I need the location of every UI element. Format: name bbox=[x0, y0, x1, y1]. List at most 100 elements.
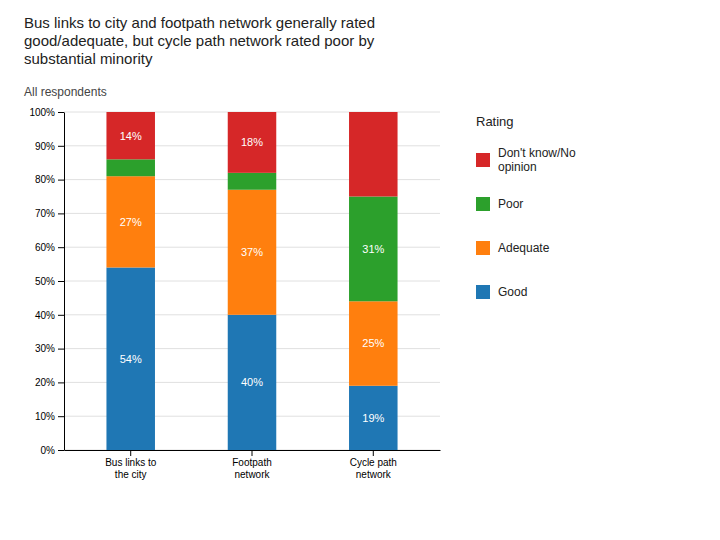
tick-label: Footpathnetwork bbox=[232, 457, 271, 480]
data-label: 19% bbox=[362, 412, 384, 424]
bar bbox=[106, 159, 155, 176]
tick-label: 10% bbox=[35, 411, 55, 422]
data-label: 18% bbox=[241, 136, 263, 148]
tick-label: 30% bbox=[35, 343, 55, 354]
title: Bus links to city and footpath network g… bbox=[24, 14, 375, 67]
legend-swatch bbox=[476, 153, 490, 167]
tick: 10% bbox=[35, 411, 64, 422]
text-line: Cycle path bbox=[350, 457, 397, 468]
tick-label: 20% bbox=[35, 377, 55, 388]
tick: Footpathnetwork bbox=[232, 450, 271, 480]
bar bbox=[228, 112, 277, 173]
tick-mark bbox=[58, 213, 64, 214]
text-line: the city bbox=[115, 469, 147, 480]
bar bbox=[228, 173, 277, 190]
bar bbox=[228, 315, 277, 450]
chart: Bus links to city and footpath network g… bbox=[0, 0, 720, 540]
text-line: network bbox=[234, 469, 270, 480]
series bbox=[106, 112, 397, 197]
tick-mark bbox=[58, 146, 64, 147]
legend-label: Adequate bbox=[498, 241, 550, 255]
tick: 40% bbox=[35, 310, 64, 321]
text-line: Bus links to city and footpath network g… bbox=[24, 14, 375, 31]
tick-label: 40% bbox=[35, 310, 55, 321]
tick: 70% bbox=[35, 208, 64, 219]
tick-mark bbox=[252, 450, 253, 456]
legend-swatch bbox=[476, 285, 490, 299]
data-label: 25% bbox=[362, 337, 384, 349]
bar bbox=[106, 176, 155, 267]
text-line: Don't know/No bbox=[498, 146, 576, 160]
subtitle: All respondents bbox=[24, 85, 107, 99]
data-label: 27% bbox=[120, 216, 142, 228]
data-label: 54% bbox=[120, 353, 142, 365]
data-labels: 54% 40% 19% 27% 37% 25% 31% 14% 18% bbox=[120, 130, 385, 424]
tick-label: 50% bbox=[35, 276, 55, 287]
text-line: good/adequate, but cycle path network ra… bbox=[24, 32, 375, 49]
bar bbox=[349, 112, 398, 197]
text-line: opinion bbox=[498, 160, 537, 174]
text-line: Footpath bbox=[232, 457, 271, 468]
bar bbox=[106, 112, 155, 159]
legend-swatch bbox=[476, 241, 490, 255]
tick: 0% bbox=[41, 445, 64, 456]
bars bbox=[106, 112, 397, 450]
tick-mark bbox=[58, 247, 64, 248]
tick: 30% bbox=[35, 343, 64, 354]
tick-label: 90% bbox=[35, 141, 55, 152]
tick: 60% bbox=[35, 242, 64, 253]
tick-mark bbox=[373, 450, 374, 456]
data-label: 14% bbox=[120, 130, 142, 142]
y-axis: 0% 10% 20% 30% 40% 50% 60% 70% 80% 90% 100% bbox=[29, 107, 64, 456]
tick-mark bbox=[58, 450, 64, 451]
tick-mark bbox=[130, 450, 131, 456]
legend-item: Good bbox=[476, 285, 527, 299]
tick: 20% bbox=[35, 377, 64, 388]
legend-label: Don't know/Noopinion bbox=[498, 146, 576, 174]
tick-mark bbox=[58, 349, 64, 350]
tick-label: 70% bbox=[35, 208, 55, 219]
data-label: 37% bbox=[241, 246, 263, 258]
bar bbox=[349, 386, 398, 450]
legend-label: Good bbox=[498, 285, 527, 299]
tick-mark bbox=[58, 416, 64, 417]
legend-swatch bbox=[476, 197, 490, 211]
text-line: Bus links to bbox=[105, 457, 157, 468]
text-line: Poor bbox=[498, 197, 523, 211]
tick-label: 60% bbox=[35, 242, 55, 253]
tick: Cycle pathnetwork bbox=[350, 450, 397, 480]
text-line: network bbox=[356, 469, 392, 480]
tick-label: Cycle pathnetwork bbox=[350, 457, 397, 480]
series bbox=[106, 176, 397, 386]
tick-label: Bus links tothe city bbox=[105, 457, 157, 480]
tick-label: 0% bbox=[41, 445, 56, 456]
tick-mark bbox=[58, 315, 64, 316]
legend-item: Don't know/Noopinion bbox=[476, 146, 576, 174]
legend-item: Poor bbox=[476, 197, 523, 211]
tick: 50% bbox=[35, 276, 64, 287]
tick-mark bbox=[58, 112, 64, 113]
tick-mark bbox=[58, 180, 64, 181]
tick: 90% bbox=[35, 141, 64, 152]
text-line: Adequate bbox=[498, 241, 550, 255]
bar bbox=[228, 190, 277, 315]
axis-domain bbox=[64, 113, 65, 451]
data-label: 31% bbox=[362, 243, 384, 255]
tick: Bus links tothe city bbox=[105, 450, 157, 480]
x-axis: Bus links tothe cityFootpathnetworkCycle… bbox=[65, 450, 441, 480]
tick: 100% bbox=[29, 107, 64, 118]
text-line: Good bbox=[498, 285, 527, 299]
tick-label: 80% bbox=[35, 174, 55, 185]
bar bbox=[106, 267, 155, 450]
tick: 80% bbox=[35, 174, 64, 185]
data-label: 40% bbox=[241, 376, 263, 388]
tick-mark bbox=[58, 382, 64, 383]
bar bbox=[349, 301, 398, 386]
plot: 54% 40% 19% 27% 37% 25% 31% 14% 18% 0% 10% 20% 30% 40… bbox=[29, 107, 440, 480]
tick-mark bbox=[58, 281, 64, 282]
legend-label: Poor bbox=[498, 197, 523, 211]
bar bbox=[349, 197, 398, 302]
grid bbox=[64, 112, 440, 450]
tick-label: 100% bbox=[29, 107, 55, 118]
legend: RatingDon't know/NoopinionPoorAdequateGo… bbox=[476, 114, 576, 299]
